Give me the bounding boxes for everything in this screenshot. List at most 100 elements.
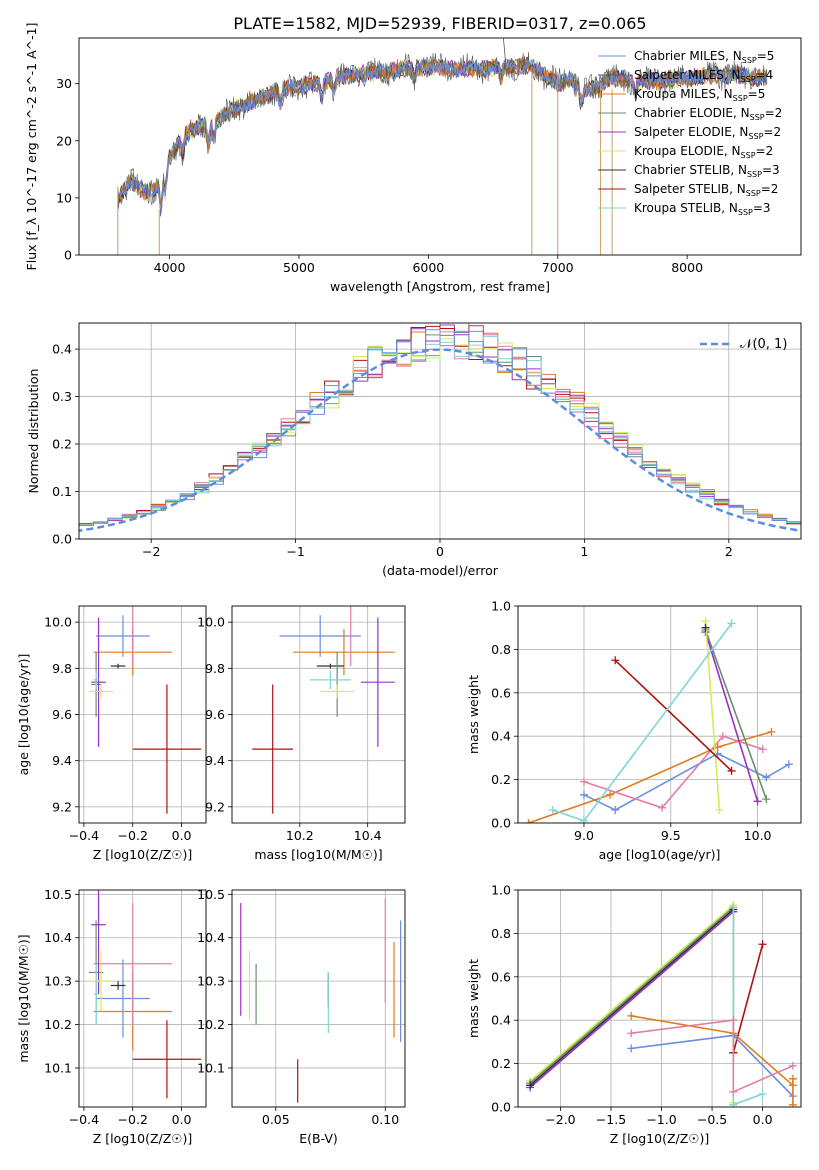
axes-frame: [231, 889, 406, 1108]
y-axis-label: Flux [f_λ 10^-17 erg cm^-2 s^-1 A^-1]: [24, 23, 39, 271]
y-tick-label: 10.2: [197, 1017, 225, 1032]
weight-line: [732, 907, 763, 1106]
weight-marker: [767, 727, 776, 736]
y-tick-label: 9.6: [205, 707, 225, 722]
weight-line: [552, 622, 733, 822]
legend-value: =2: [765, 106, 783, 120]
weight-vs-metallicity-plot: −2.0 −1.5 −1.0 −0.5 0.0 0.0 0.2 0.4 0.6 0.8 1.0 Z […: [466, 883, 802, 1146]
legend-value: =2: [763, 125, 781, 139]
mass-vs-metallicity-plot: −0.4 −0.2 0.0 10.1 10.2 10.3 10.4 10.5 Z [log10(…: [16, 887, 207, 1146]
legend-subscript: SSP: [742, 56, 757, 65]
weight-marker: [701, 623, 710, 632]
y-tick-label: 0.1: [52, 484, 72, 499]
legend-label: Chabrier STELIB, NSSP=3: [634, 163, 780, 179]
x-tick-label: 10.4: [354, 828, 382, 843]
ticks: 9.0 9.5 10.0 0.0 0.2 0.4 0.6 0.8 1.0: [491, 599, 771, 844]
y-tick-label: 0.0: [491, 1100, 511, 1115]
x-tick-label: 0.0: [172, 1112, 192, 1127]
y-tick-label: 9.2: [52, 799, 72, 814]
weight-marker: [627, 1029, 636, 1038]
legend-label: Chabrier MILES, NSSP=5: [634, 49, 774, 65]
weight-marker: [579, 777, 588, 786]
legend-label: Salpeter STELIB, NSSP=2: [634, 182, 778, 198]
legend-subscript: SSP: [750, 113, 765, 122]
ticks: −0.4 −0.2 0.0 9.2 9.4 9.6 9.8 10.0: [44, 615, 191, 843]
y-tick-label: 10.3: [197, 974, 225, 989]
weight-marker: [611, 805, 620, 814]
x-tick-label: 10.0: [744, 828, 772, 843]
y-tick-label: 0.2: [52, 437, 72, 452]
axes-frame: [231, 605, 406, 824]
axes-frame: [78, 889, 207, 1108]
y-tick-label: 0.2: [491, 1056, 511, 1071]
y-tick-label: 10.3: [44, 974, 72, 989]
x-axis-label: age [log10(age/yr)]: [599, 847, 721, 862]
x-tick-label: −0.4: [69, 828, 99, 843]
y-tick-label: 9.8: [205, 661, 225, 676]
y-tick-label: 9.4: [205, 753, 225, 768]
weight-line: [631, 1019, 794, 1094]
y-tick-label: 0.4: [52, 342, 72, 357]
residuals-histogram: −2 −1 0 1 2 0.0 0.1 0.2 0.3 0.4 (data-model)/error…: [26, 322, 802, 578]
y-axis-label: mass weight: [466, 675, 481, 754]
figure-title: PLATE=1582, MJD=52939, FIBERID=0317, z=0…: [233, 14, 646, 33]
weight-marker: [658, 803, 667, 812]
legend-label: 𝒩(0, 1): [740, 337, 787, 352]
plot-area: [232, 890, 405, 1107]
x-tick-label: 5000: [283, 260, 315, 275]
weight-marker: [727, 619, 736, 628]
weight-line: [704, 629, 768, 800]
legend-value: =2: [756, 144, 774, 158]
weight-marker: [729, 1100, 738, 1107]
age-vs-metallicity-plot: −0.4 −0.2 0.0 9.2 9.4 9.6 9.8 10.0 Z [log10(Z/Z☉…: [16, 605, 207, 862]
x-tick-label: 0.10: [371, 1112, 399, 1127]
legend-subscript: SSP: [733, 94, 748, 103]
axes-frame: [78, 37, 802, 256]
y-axis-label: mass weight: [466, 959, 481, 1038]
weight-marker: [729, 1016, 738, 1025]
weight-marker: [729, 1087, 738, 1096]
axes-frame: [517, 605, 802, 824]
ticks: 0.05 0.10 10.1 10.2 10.3 10.4 10.5: [197, 887, 399, 1127]
axes-frame: [78, 605, 207, 824]
y-tick-label: 20: [56, 133, 72, 148]
plot-area: [79, 890, 206, 1107]
x-tick-label: 4000: [154, 260, 186, 275]
weight-marker: [758, 745, 767, 754]
spectrum-line: [117, 58, 768, 213]
x-tick-label: 10.2: [286, 828, 314, 843]
y-tick-label: 30: [56, 76, 72, 91]
plot-area: [79, 323, 801, 539]
x-axis-label: wavelength [Angstrom, rest frame]: [330, 279, 550, 294]
x-tick-label: −0.2: [118, 828, 148, 843]
legend-label: Kroupa MILES, NSSP=5: [634, 87, 765, 103]
weight-marker: [526, 1081, 535, 1090]
legend-subscript: SSP: [748, 132, 763, 141]
x-tick-label: −1.5: [596, 1112, 626, 1127]
weight-line: [528, 731, 772, 823]
weight-marker: [579, 790, 588, 799]
y-tick-label: 9.6: [52, 707, 72, 722]
axes-frame: [78, 322, 802, 540]
weight-marker: [788, 1061, 797, 1070]
weight-marker: [758, 1089, 767, 1098]
plot-area: [79, 606, 206, 823]
x-tick-label: −1: [286, 544, 304, 559]
weight-marker: [611, 656, 620, 665]
legend-label: Kroupa STELIB, NSSP=3: [634, 201, 771, 217]
mass-vs-ebv-plot: 0.05 0.10 10.1 10.2 10.3 10.4 10.5 E(B-V): [197, 887, 406, 1146]
y-axis-label: age [log10(age/yr)]: [16, 654, 31, 776]
x-tick-label: 9.5: [661, 828, 681, 843]
y-tick-label: 10.0: [197, 615, 225, 630]
weight-marker: [715, 805, 724, 814]
legend-value: =5: [757, 49, 775, 63]
x-tick-label: 9.0: [574, 828, 594, 843]
weight-vs-age-plot: 9.0 9.5 10.0 0.0 0.2 0.4 0.6 0.8 1.0 age [log10(a…: [466, 599, 802, 862]
x-tick-label: 6000: [412, 260, 444, 275]
weight-line: [529, 911, 734, 1089]
y-tick-label: 0.4: [491, 1013, 511, 1028]
plot-area: [518, 890, 801, 1107]
legend-label: Kroupa ELODIE, NSSP=2: [634, 144, 773, 160]
spectrum-plot: 4000 5000 6000 7000 8000 0 10 20 30 wavelength [A…: [24, 23, 802, 294]
x-axis-label: Z [log10(Z/Z☉)]: [93, 1131, 193, 1146]
